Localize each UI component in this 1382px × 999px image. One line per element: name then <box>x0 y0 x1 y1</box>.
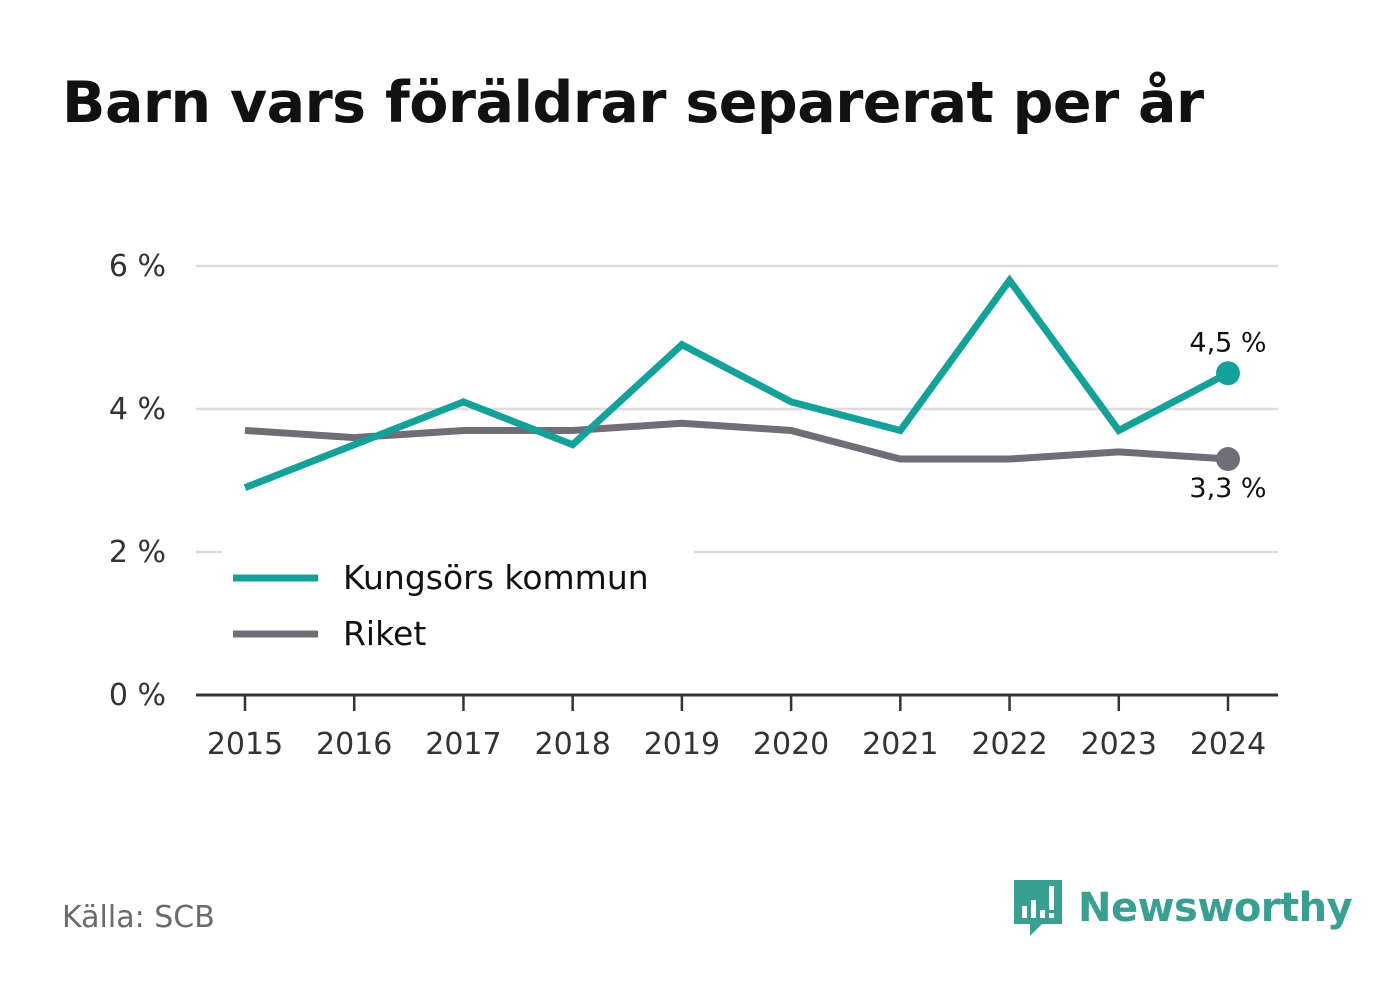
end-value-label: 3,3 % <box>1189 473 1266 504</box>
y-tick-label: 4 % <box>109 392 166 427</box>
x-tick-label: 2020 <box>753 727 829 762</box>
x-axis: 2015 2016 2017 2018 2019 2020 2021 2022 2023 2024 <box>196 693 1278 762</box>
series-line <box>244 419 1229 463</box>
gridlines <box>196 264 1278 554</box>
x-tick-label: 2015 <box>207 727 283 762</box>
bar-chart-speech-bubble-icon <box>1014 880 1062 936</box>
x-tick-label: 2022 <box>971 727 1047 762</box>
legend-background <box>222 550 694 668</box>
x-tick-label: 2017 <box>425 727 501 762</box>
y-tick-label: 0 % <box>109 678 166 713</box>
x-tick-label: 2019 <box>644 727 720 762</box>
legend: Kungsörs kommun Riket <box>222 550 694 668</box>
brand-name: Newsworthy <box>1078 885 1353 931</box>
end-point <box>1216 361 1240 386</box>
series-line <box>243 274 1230 491</box>
x-tick-label: 2023 <box>1081 727 1157 762</box>
x-tick-label: 2018 <box>534 727 610 762</box>
x-tick-label: 2024 <box>1190 727 1266 762</box>
y-tick-labels: 0 % 2 % 4 % 6 % <box>109 249 166 713</box>
legend-label: Kungsörs kommun <box>343 558 649 597</box>
x-tick-label: 2016 <box>316 727 392 762</box>
source-note: Källa: SCB <box>62 900 215 935</box>
y-tick-label: 2 % <box>109 535 166 570</box>
x-tick-label: 2021 <box>862 727 938 762</box>
series-lines: 4,5 % 3,3 % <box>243 274 1267 504</box>
end-value-label: 4,5 % <box>1189 327 1266 358</box>
end-point <box>1216 447 1240 472</box>
y-tick-label: 6 % <box>109 249 166 284</box>
brand-logo: Newsworthy <box>1012 878 1353 938</box>
legend-label: Riket <box>343 614 426 653</box>
chart-title: Barn vars föräldrar separerat per år <box>62 70 1204 136</box>
